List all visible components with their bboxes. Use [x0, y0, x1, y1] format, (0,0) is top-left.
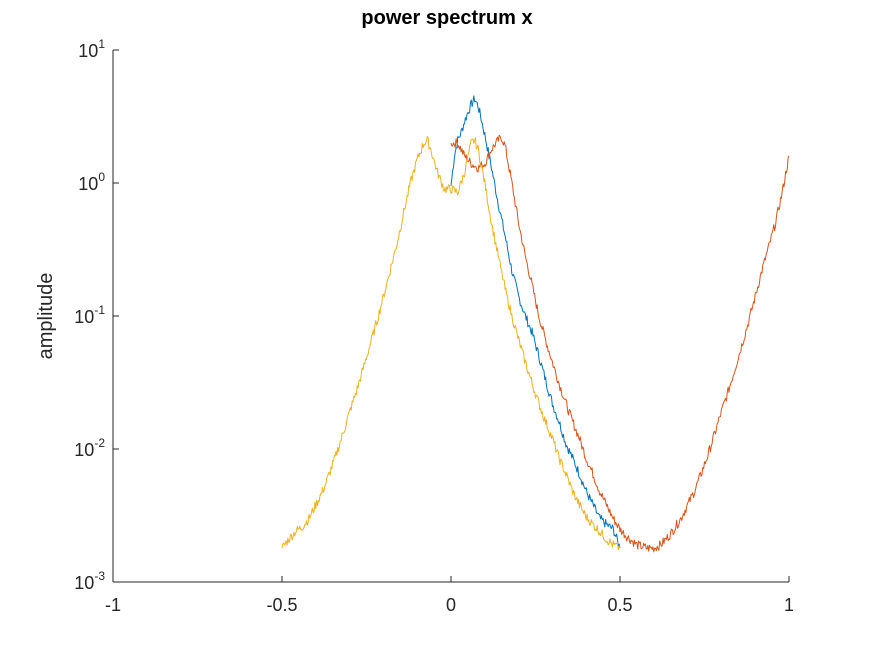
x-tick-label: -1 — [105, 595, 121, 615]
series-line-2 — [450, 134, 790, 553]
series-line-3 — [281, 135, 621, 551]
axes: -1 -0.5 0 0.5 1 10-3 10-2 10-1 100 101 — [74, 37, 794, 615]
plot-area — [281, 95, 790, 553]
series-line-1 — [450, 95, 621, 549]
x-tick-label: 0 — [446, 595, 456, 615]
y-tick-label: 10-1 — [74, 303, 105, 327]
x-tick-label: 0.5 — [607, 595, 632, 615]
y-tick-label: 10-2 — [74, 436, 105, 460]
y-axis-label: amplitude — [35, 273, 57, 360]
x-tick-label: -0.5 — [266, 595, 297, 615]
y-tick-label: 10-3 — [74, 569, 105, 593]
y-tick-label: 101 — [78, 37, 105, 61]
chart-title: power spectrum x — [361, 7, 532, 29]
y-tick-label: 100 — [78, 170, 105, 194]
x-tick-label: 1 — [784, 595, 794, 615]
